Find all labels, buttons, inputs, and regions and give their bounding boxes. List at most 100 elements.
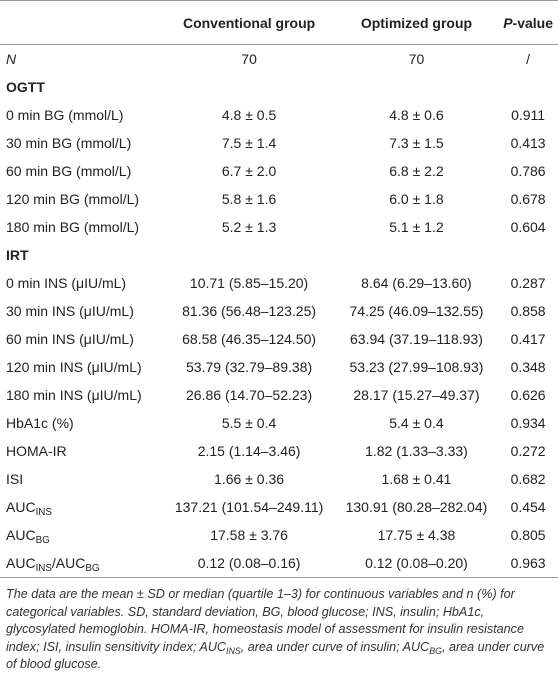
data-table: Conventional group Optimized group P-value…	[0, 0, 558, 578]
table-row: 30 min BG (mmol/L) 7.5 ± 1.4 7.3 ± 1.5 0.41…	[0, 129, 558, 157]
cell: 0.348	[510, 359, 546, 375]
cell: 68.58 (46.35–124.50)	[182, 331, 317, 347]
table-row: AUCINS/AUCBG 0.12 (0.08–0.16) 0.12 (0.08–0…	[0, 549, 558, 578]
row-label: AUCBG	[0, 521, 163, 549]
cell: 1.66 ± 0.36	[214, 471, 285, 487]
row-label: AUCINS/AUCBG	[0, 549, 164, 578]
cell: 1.82 (1.33–3.33)	[365, 443, 468, 459]
cell: 26.86 (14.70–52.23)	[186, 387, 313, 403]
table-row: ISI 1.66 ± 0.36 1.68 ± 0.41 0.682	[0, 465, 558, 493]
row-label: ISI	[6, 471, 24, 487]
cell: 0.413	[510, 135, 546, 151]
text-segment: BG	[429, 645, 442, 656]
cell: 63.94 (37.19–118.93)	[350, 331, 483, 347]
cell: 0.805	[510, 527, 546, 543]
table-row: 180 min INS (μIU/mL) 26.86 (14.70–52.23) 2…	[0, 381, 558, 409]
cell: 6.8 ± 2.2	[389, 163, 444, 179]
cell: 53.23 (27.99–108.93)	[349, 359, 484, 375]
cell: 0.911	[511, 107, 546, 123]
cell: 5.5 ± 0.4	[221, 415, 277, 431]
cell: 28.17 (15.27–49.37)	[353, 387, 480, 403]
cell: 70	[408, 51, 425, 67]
text-segment: BG	[85, 563, 100, 574]
table-row: 0 min INS (μIU/mL) 10.71 (5.85–15.20) 8.64…	[0, 269, 558, 297]
section-row: IRT	[0, 241, 558, 269]
text-segment: , area under curve of blood glucose.	[6, 639, 545, 672]
column-header: Optimized group	[334, 0, 499, 45]
cell: 130.91 (80.28–282.04)	[345, 499, 488, 515]
row-label: 120 min INS (μIU/mL)	[6, 359, 142, 375]
cell: 2.15 (1.14–3.46)	[197, 443, 301, 459]
cell: 6.0 ± 1.8	[389, 191, 444, 207]
table-row: HOMA-IR 2.15 (1.14–3.46) 1.82 (1.33–3.33) 0…	[0, 437, 558, 465]
row-label: 0 min BG (mmol/L)	[6, 107, 124, 123]
cell: 5.4 ± 0.4	[389, 415, 444, 431]
cell: 1.68 ± 0.41	[381, 471, 452, 487]
table-row: 60 min BG (mmol/L) 6.7 ± 2.0 6.8 ± 2.2 0.78…	[0, 157, 558, 185]
header-row: Conventional group Optimized group P-value	[0, 0, 558, 45]
text-segment: BG	[35, 535, 50, 546]
cell: 0.678	[510, 191, 546, 207]
row-label: OGTT	[6, 79, 45, 95]
column-header: Conventional group	[163, 0, 335, 45]
row-label: IRT	[6, 247, 29, 263]
text-segment: AUC	[6, 555, 36, 571]
text-segment: AUC	[6, 527, 36, 543]
table-row: 120 min INS (μIU/mL) 53.79 (32.79–89.38) 5…	[0, 353, 558, 381]
row-label: HbA1c (%)	[6, 415, 74, 431]
cell: 4.8 ± 0.6	[389, 107, 444, 123]
cell: 5.8 ± 1.6	[221, 191, 277, 207]
cell: 70	[241, 51, 257, 67]
cell: 5.1 ± 1.2	[389, 219, 444, 235]
table-row: 0 min BG (mmol/L) 4.8 ± 0.5 4.8 ± 0.6 0.911	[0, 101, 558, 129]
cell: 6.7 ± 2.0	[221, 163, 277, 179]
section-row: OGTT	[0, 73, 558, 101]
text-segment: INS	[226, 645, 241, 656]
table-row: AUCBG 17.58 ± 3.76 17.75 ± 4.38 0.805	[0, 521, 558, 549]
text-segment: INS	[35, 563, 52, 574]
table-row: HbA1c (%) 5.5 ± 0.4 5.4 ± 0.4 0.934	[0, 409, 558, 437]
cell: 5.2 ± 1.3	[221, 219, 277, 235]
cell: 0.786	[510, 163, 546, 179]
row-label: N	[6, 51, 17, 67]
cell: 0.604	[510, 219, 546, 235]
table-row: 60 min INS (μIU/mL) 68.58 (46.35–124.50) 6…	[0, 325, 558, 353]
text-segment: AUC	[6, 499, 36, 515]
text-segment: P	[503, 14, 513, 31]
row-label: 180 min BG (mmol/L)	[6, 219, 140, 235]
cell: 0.963	[498, 549, 558, 578]
cell: /	[526, 51, 531, 67]
cell: 137.21 (101.54–249.11)	[174, 499, 324, 515]
row-label: AUCINS	[0, 493, 163, 521]
text-segment: /AUC	[51, 555, 86, 571]
cell: 7.5 ± 1.4	[221, 135, 277, 151]
cell: 0.12 (0.08–0.16)	[163, 549, 335, 578]
table-row: N 70 70 /	[0, 45, 558, 74]
cell: 7.3 ± 1.5	[389, 135, 444, 151]
cell: 0.287	[510, 275, 546, 291]
row-label: HOMA-IR	[6, 443, 67, 459]
cell: 0.454	[510, 499, 546, 515]
cell: 0.934	[510, 415, 546, 431]
cell: 0.272	[510, 443, 546, 459]
row-label: 60 min INS (μIU/mL)	[6, 331, 134, 347]
column-header: P-value	[498, 0, 558, 45]
cell: 0.417	[510, 331, 546, 347]
table-row: 120 min BG (mmol/L) 5.8 ± 1.6 6.0 ± 1.8 0.6…	[0, 185, 558, 213]
column-header	[0, 0, 164, 45]
cell: 10.71 (5.85–15.20)	[189, 275, 309, 291]
table-row: 180 min BG (mmol/L) 5.2 ± 1.3 5.1 ± 1.2 0.6…	[0, 213, 558, 241]
cell: 8.64 (6.29–13.60)	[361, 275, 472, 291]
cell: 4.8 ± 0.5	[221, 107, 277, 123]
cell: 53.79 (32.79–89.38)	[186, 359, 313, 375]
row-label: 30 min INS (μIU/mL)	[6, 303, 134, 319]
text-segment: , area under curve of insulin; AUC	[240, 639, 430, 654]
table-row: AUCINS 137.21 (101.54–249.11) 130.91 (80.2…	[0, 493, 558, 521]
cell: 0.12 (0.08–0.20)	[334, 549, 499, 578]
cell: 81.36 (56.48–123.25)	[182, 303, 317, 319]
text-segment: The data are the mean ± SD or median (qu…	[6, 587, 524, 654]
cell: 0.626	[510, 387, 546, 403]
footnote: The data are the mean ± SD or median (qu…	[0, 578, 558, 674]
text-segment: -value	[512, 14, 553, 31]
